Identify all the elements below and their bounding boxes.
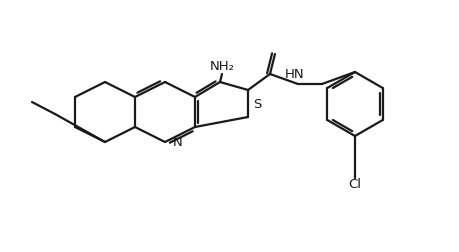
Text: Cl: Cl: [348, 178, 362, 192]
Text: N: N: [173, 136, 183, 148]
Text: NH₂: NH₂: [209, 60, 235, 74]
Text: HN: HN: [285, 69, 305, 81]
Text: S: S: [253, 98, 261, 110]
